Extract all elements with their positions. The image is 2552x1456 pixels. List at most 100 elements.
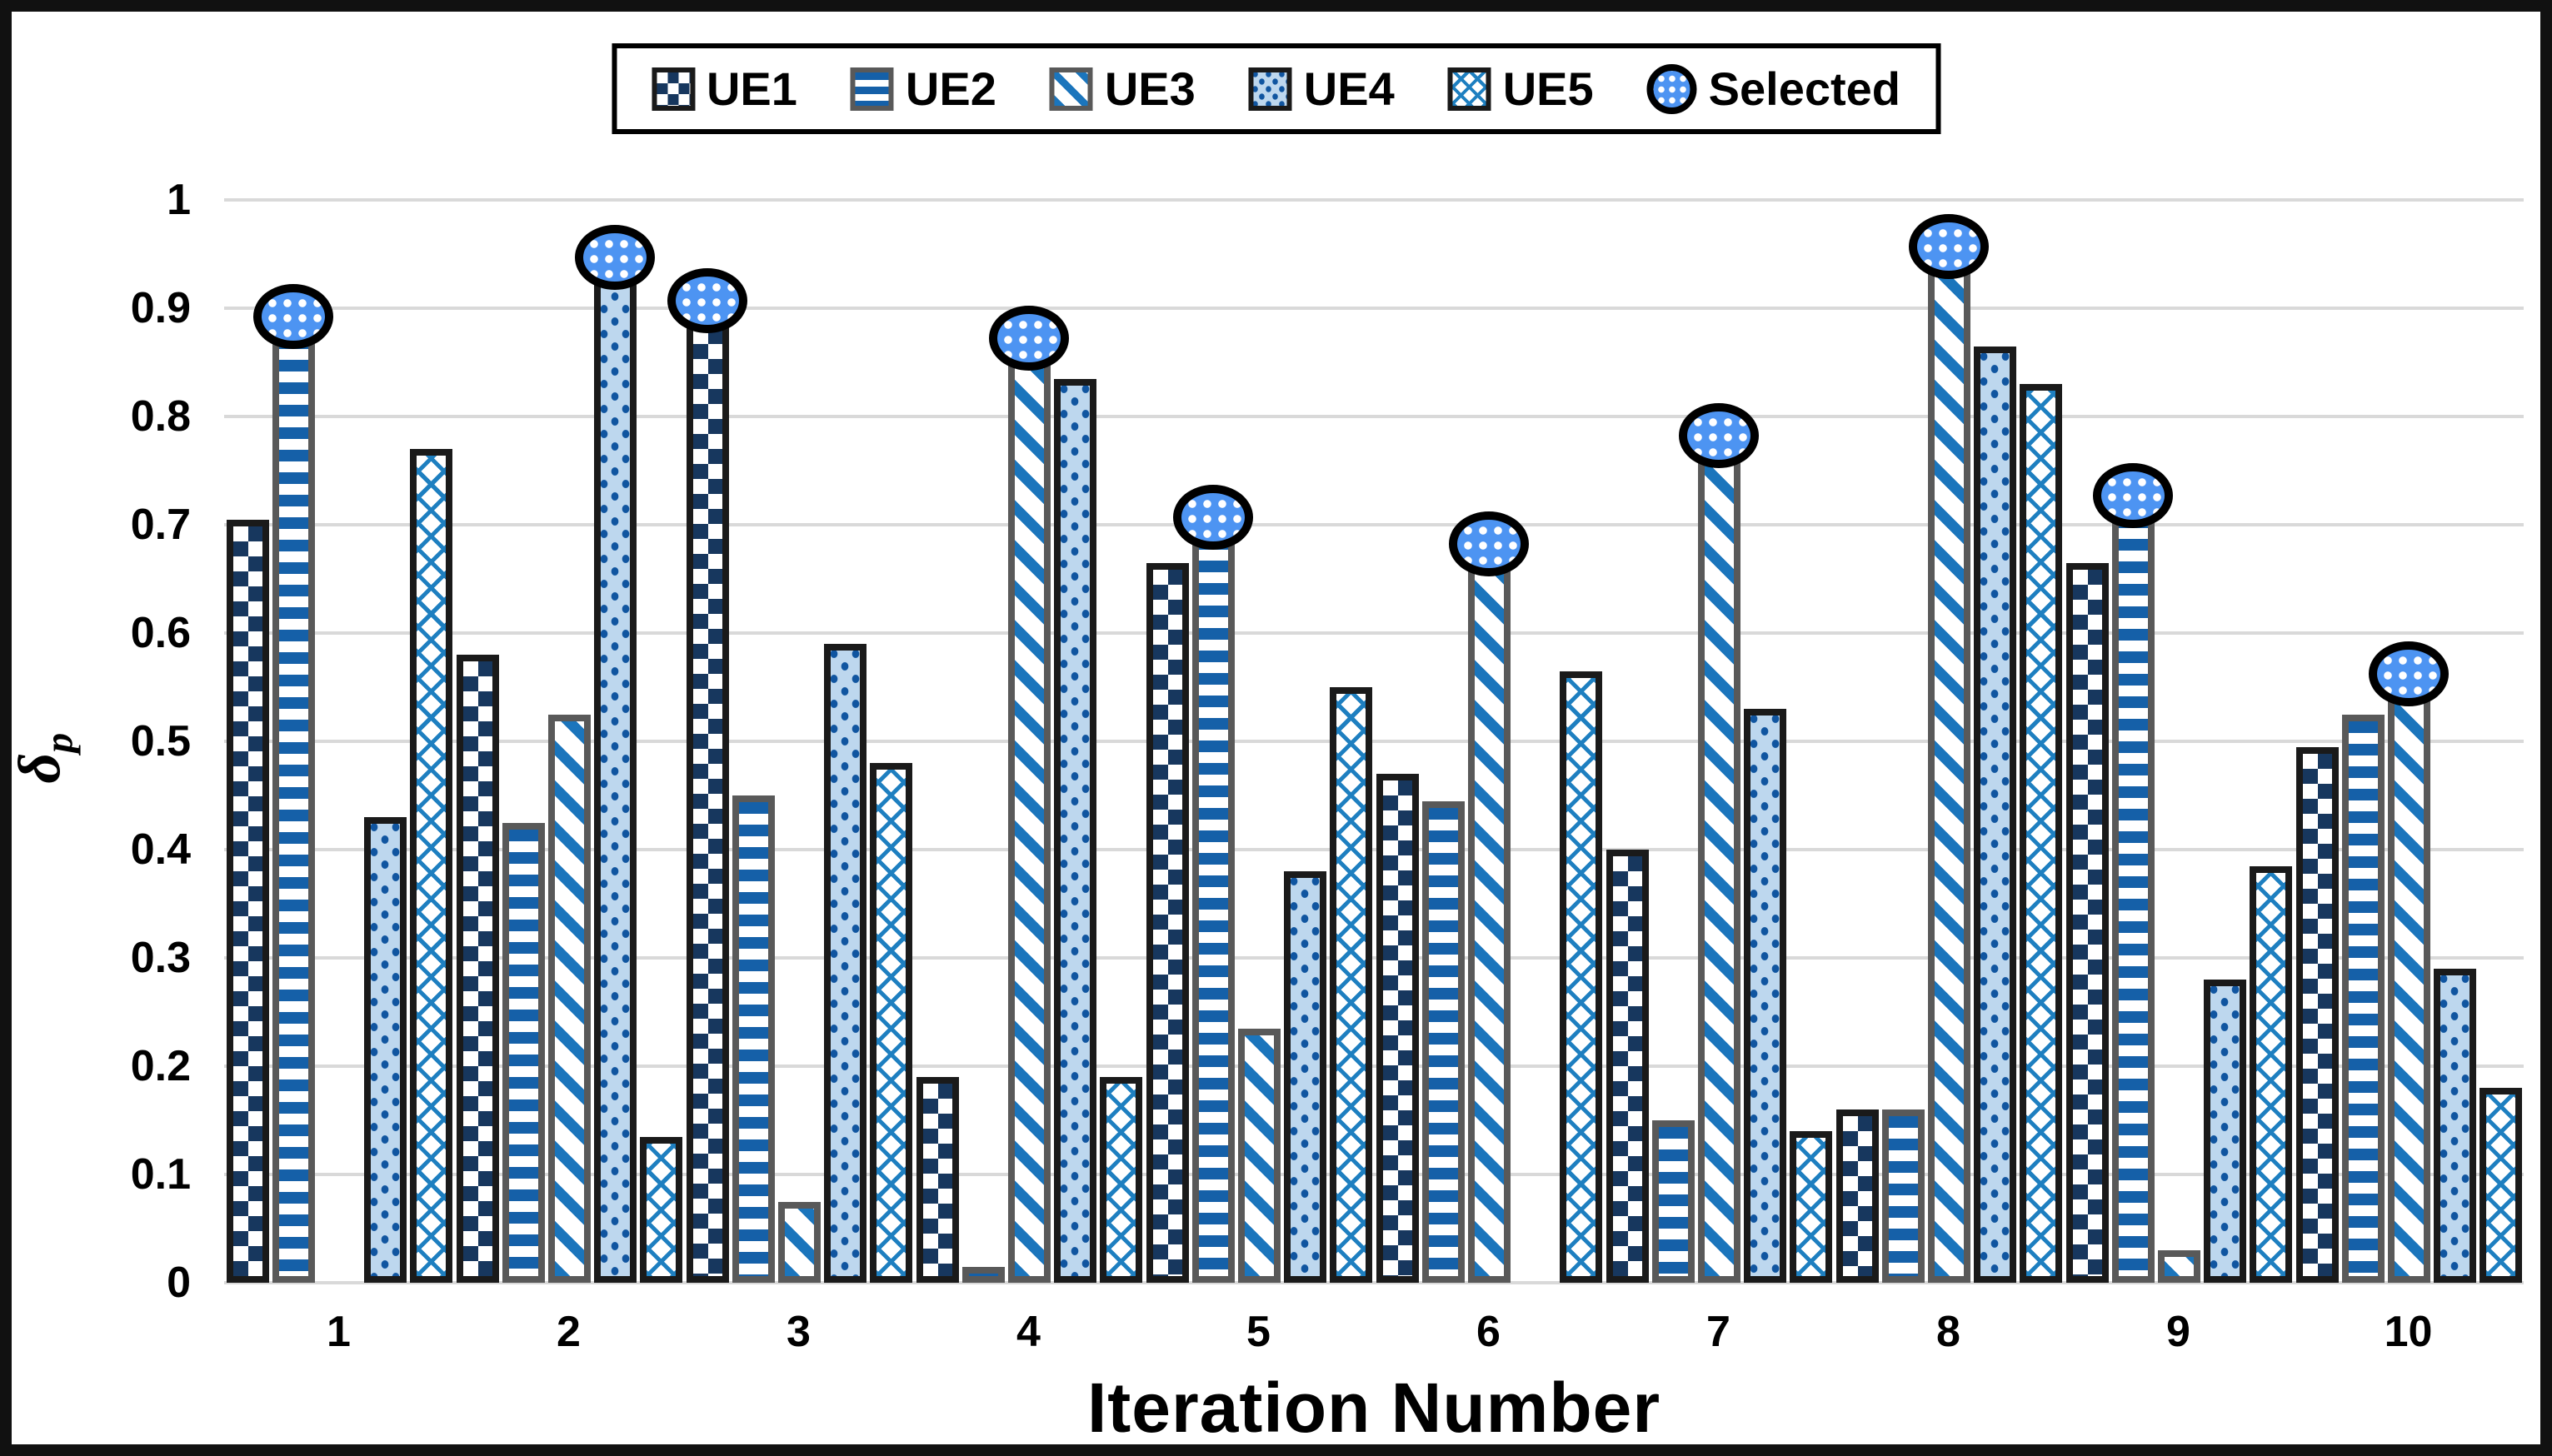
bar-ue3-iter7 (1697, 427, 1740, 1283)
bar-slot-ue1-iter3 (667, 200, 747, 1283)
x-tick-label-8: 8 (1936, 1308, 1960, 1356)
y-tick-label-0.7: 0.7 (130, 501, 191, 549)
legend-key-ue4-icon (1248, 67, 1292, 111)
bar-group-2 (454, 200, 684, 1283)
bar-slot-ue3-iter9 (2157, 200, 2201, 1283)
bar-slot-ue5-iter6 (1559, 200, 1603, 1283)
bar-ue2-iter6 (1421, 800, 1465, 1283)
bar-ue5-iter10 (2479, 1088, 2522, 1283)
bar-slot-ue4-iter1 (363, 200, 407, 1283)
bar-ue3-iter8 (1927, 237, 1970, 1283)
bar-ue2-iter2 (502, 822, 545, 1283)
bar-slot-ue2-iter7 (1651, 200, 1696, 1283)
selected-marker-iter6 (1449, 511, 1529, 576)
bar-slot-ue3-iter6 (1449, 200, 1529, 1283)
legend-item-ue2: UE2 (850, 62, 996, 116)
y-axis-label: δp (5, 733, 82, 784)
bar-group-8 (1834, 200, 2064, 1283)
bar-ue4-iter4 (1053, 378, 1096, 1283)
gridline (224, 523, 2524, 526)
bar-slot-ue1-iter4 (916, 200, 960, 1283)
x-tick-label-9: 9 (2166, 1308, 2190, 1356)
bar-slot-ue5-iter10 (2479, 200, 2523, 1283)
legend-item-ue3: UE3 (1049, 62, 1196, 116)
selected-marker-iter8 (1909, 213, 1989, 279)
selected-marker-iter9 (2093, 462, 2173, 528)
bar-ue2-iter4 (961, 1266, 1005, 1283)
bar-slot-ue2-iter2 (502, 200, 546, 1283)
bar-slot-ue5-iter1 (409, 200, 453, 1283)
bar-ue5-iter3 (869, 763, 912, 1283)
bar-slot-ue1-iter1 (226, 200, 270, 1283)
bar-group-10 (2294, 200, 2524, 1283)
legend-key-ue2-icon (850, 67, 894, 111)
bar-ue2-iter5 (1191, 508, 1235, 1283)
bar-ue1-iter4 (916, 1077, 959, 1283)
bar-slot-ue5-iter9 (2249, 200, 2293, 1283)
x-tick-label-5: 5 (1246, 1308, 1271, 1356)
selected-marker-iter10 (2369, 641, 2449, 706)
bar-slot-ue3-iter3 (777, 200, 822, 1283)
gridline (224, 848, 2524, 851)
bar-slot-ue4-iter10 (2433, 200, 2477, 1283)
bar-slot-ue5-iter7 (1789, 200, 1833, 1283)
bar-ue1-iter10 (2295, 746, 2339, 1283)
x-tick-label-6: 6 (1476, 1308, 1501, 1356)
x-tick-label-2: 2 (557, 1308, 581, 1356)
gridline (224, 956, 2524, 960)
legend-key-ue3-icon (1049, 67, 1093, 111)
y-tick-label-0.5: 0.5 (130, 717, 191, 765)
bar-group-1 (224, 200, 454, 1283)
bar-slot-ue3-iter2 (547, 200, 592, 1283)
bar-ue3-iter2 (547, 714, 591, 1283)
selected-marker-iter2 (575, 224, 655, 290)
bar-ue5-iter4 (1099, 1077, 1142, 1283)
legend-key-ue5-icon (1447, 67, 1491, 111)
bar-ue3-iter6 (1467, 536, 1511, 1283)
x-axis-label: Iteration Number (1086, 1369, 1661, 1447)
bar-slot-ue4-iter6 (1513, 200, 1557, 1283)
bar-slot-ue4-iter4 (1053, 200, 1097, 1283)
legend-item-ue5: UE5 (1447, 62, 1594, 116)
bar-ue4-iter3 (823, 644, 866, 1283)
y-tick-label-0.1: 0.1 (130, 1150, 191, 1199)
bar-slot-ue1-iter8 (1835, 200, 1880, 1283)
selected-marker-iter4 (989, 306, 1069, 371)
legend-label-selected: Selected (1708, 62, 1901, 115)
y-tick-label-1: 1 (167, 176, 191, 224)
legend-label-ue1: UE1 (706, 62, 797, 115)
bar-slot-ue5-iter4 (1099, 200, 1143, 1283)
bar-slot-ue3-iter7 (1679, 200, 1759, 1283)
legend-label-ue3: UE3 (1104, 62, 1196, 115)
x-tick-label-7: 7 (1706, 1308, 1730, 1356)
bar-ue4-iter7 (1743, 709, 1786, 1283)
bar-slot-ue2-iter10 (2341, 200, 2385, 1283)
legend-key-selected-icon (1646, 63, 1697, 114)
gridline (224, 631, 2524, 635)
bar-group-9 (2064, 200, 2294, 1283)
bar-slot-ue2-iter3 (732, 200, 776, 1283)
bar-slot-ue3-iter10 (2369, 200, 2449, 1283)
legend-item-ue4: UE4 (1248, 62, 1395, 116)
y-axis-symbol: δ (6, 752, 73, 784)
bar-ue2-iter1 (272, 308, 315, 1283)
gridline (224, 1065, 2524, 1068)
x-tick-label-3: 3 (787, 1308, 811, 1356)
bar-ue4-iter2 (593, 248, 637, 1283)
bar-ue4-iter9 (2203, 980, 2246, 1283)
bar-ue4-iter10 (2433, 969, 2476, 1283)
x-tick-label-1: 1 (327, 1308, 351, 1356)
bar-ue3-iter9 (2157, 1250, 2200, 1283)
bar-ue2-iter7 (1651, 1120, 1695, 1283)
bar-slot-ue2-iter9 (2093, 200, 2173, 1283)
bar-slot-ue5-iter5 (1329, 200, 1373, 1283)
bar-slot-ue1-iter10 (2295, 200, 2340, 1283)
selected-marker-iter3 (667, 267, 747, 333)
bar-ue5-iter2 (639, 1136, 682, 1283)
bar-ue1-iter1 (226, 519, 269, 1283)
bar-slot-ue4-iter5 (1283, 200, 1327, 1283)
bar-ue3-iter10 (2387, 666, 2430, 1283)
y-axis-subscript: p (37, 732, 82, 753)
bar-ue3-iter4 (1007, 330, 1051, 1283)
bar-ue5-iter9 (2249, 865, 2292, 1283)
